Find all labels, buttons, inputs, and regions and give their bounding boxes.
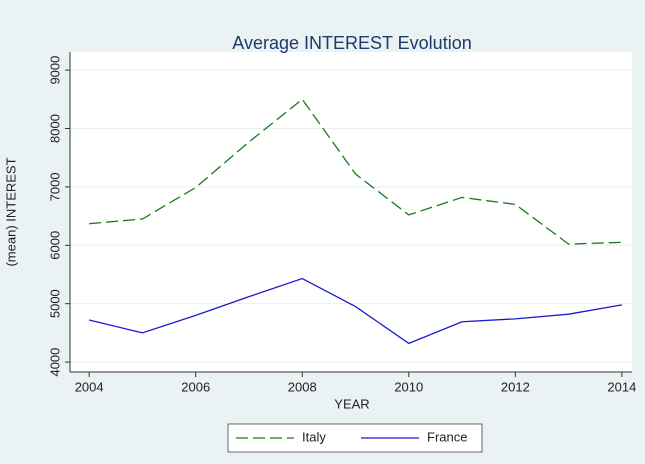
x-tick-label: 2014 (607, 379, 636, 394)
plot-area (70, 52, 632, 372)
legend-label: Italy (302, 429, 326, 444)
x-tick-label: 2004 (75, 379, 104, 394)
y-tick-label: 5000 (47, 289, 62, 318)
legend-label: France (427, 429, 467, 444)
x-tick-label: 2012 (501, 379, 530, 394)
y-axis-label: (mean) INTEREST (3, 157, 18, 266)
chart-title: Average INTEREST Evolution (232, 33, 471, 53)
y-tick-label: 9000 (47, 56, 62, 85)
x-tick-label: 2006 (181, 379, 210, 394)
line-series (89, 277, 622, 345)
y-tick-label: 7000 (47, 172, 62, 201)
y-tick-label: 8000 (47, 114, 62, 143)
line-series (89, 98, 622, 245)
y-tick-label: 4000 (47, 348, 62, 377)
x-tick-label: 2010 (394, 379, 423, 394)
y-tick-label: 6000 (47, 231, 62, 260)
x-axis-label: YEAR (334, 396, 369, 411)
x-tick-label: 2008 (288, 379, 317, 394)
